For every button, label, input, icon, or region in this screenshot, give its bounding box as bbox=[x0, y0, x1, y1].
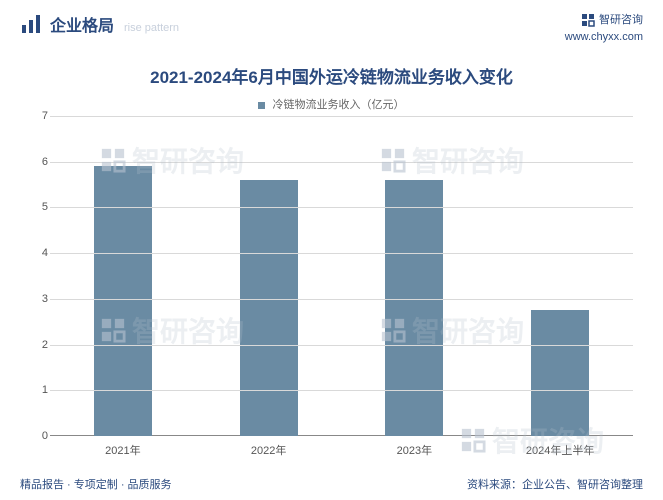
y-tick: 5 bbox=[42, 201, 48, 213]
bar bbox=[385, 180, 443, 436]
gridline bbox=[50, 162, 633, 163]
header-right: 智研咨询 www.chyxx.com bbox=[565, 12, 643, 45]
bar-group bbox=[342, 180, 488, 436]
chart-title: 2021-2024年6月中国外运冷链物流业务收入变化 bbox=[0, 63, 663, 88]
footer-left: 精品报告 · 专项定制 · 品质服务 bbox=[20, 476, 172, 492]
y-tick: 0 bbox=[42, 430, 48, 442]
brand-name: 智研咨询 bbox=[599, 12, 643, 29]
bar bbox=[531, 310, 589, 436]
y-tick: 6 bbox=[42, 156, 48, 168]
plot-area bbox=[50, 116, 633, 436]
bar-group bbox=[487, 310, 633, 436]
y-axis: 01234567 bbox=[28, 116, 48, 436]
legend: 冷链物流业务收入（亿元） bbox=[0, 96, 663, 112]
gridline bbox=[50, 299, 633, 300]
y-tick: 3 bbox=[42, 293, 48, 305]
gridline bbox=[50, 345, 633, 346]
y-tick: 1 bbox=[42, 384, 48, 396]
footer: 精品报告 · 专项定制 · 品质服务 资料来源：企业公告、智研咨询整理 bbox=[0, 470, 663, 500]
chart-area: 01234567 2021年2022年2023年2024年上半年 bbox=[50, 116, 633, 436]
legend-marker-icon bbox=[258, 102, 265, 109]
footer-right: 资料来源：企业公告、智研咨询整理 bbox=[467, 476, 643, 492]
x-label: 2022年 bbox=[196, 442, 342, 458]
bar-group bbox=[196, 180, 342, 436]
x-label: 2024年上半年 bbox=[487, 442, 633, 458]
x-labels: 2021年2022年2023年2024年上半年 bbox=[50, 442, 633, 458]
gridline bbox=[50, 390, 633, 391]
gridline bbox=[50, 116, 633, 117]
y-tick: 7 bbox=[42, 110, 48, 122]
y-tick: 2 bbox=[42, 339, 48, 351]
bar bbox=[240, 180, 298, 436]
brand-url: www.chyxx.com bbox=[565, 29, 643, 46]
chart-bars-icon bbox=[20, 13, 42, 35]
header: 企业格局 rise pattern 智研咨询 www.chyxx.com bbox=[0, 0, 663, 53]
header-title-en: rise pattern bbox=[124, 22, 179, 34]
header-title-cn: 企业格局 bbox=[50, 12, 114, 36]
gridline bbox=[50, 253, 633, 254]
bars-container bbox=[50, 116, 633, 436]
brand-row: 智研咨询 bbox=[565, 12, 643, 29]
header-left: 企业格局 rise pattern bbox=[20, 12, 179, 36]
legend-label: 冷链物流业务收入（亿元） bbox=[273, 99, 405, 111]
x-label: 2021年 bbox=[50, 442, 196, 458]
gridline bbox=[50, 207, 633, 208]
y-tick: 4 bbox=[42, 247, 48, 259]
brand-logo-icon bbox=[581, 13, 595, 27]
x-label: 2023年 bbox=[342, 442, 488, 458]
